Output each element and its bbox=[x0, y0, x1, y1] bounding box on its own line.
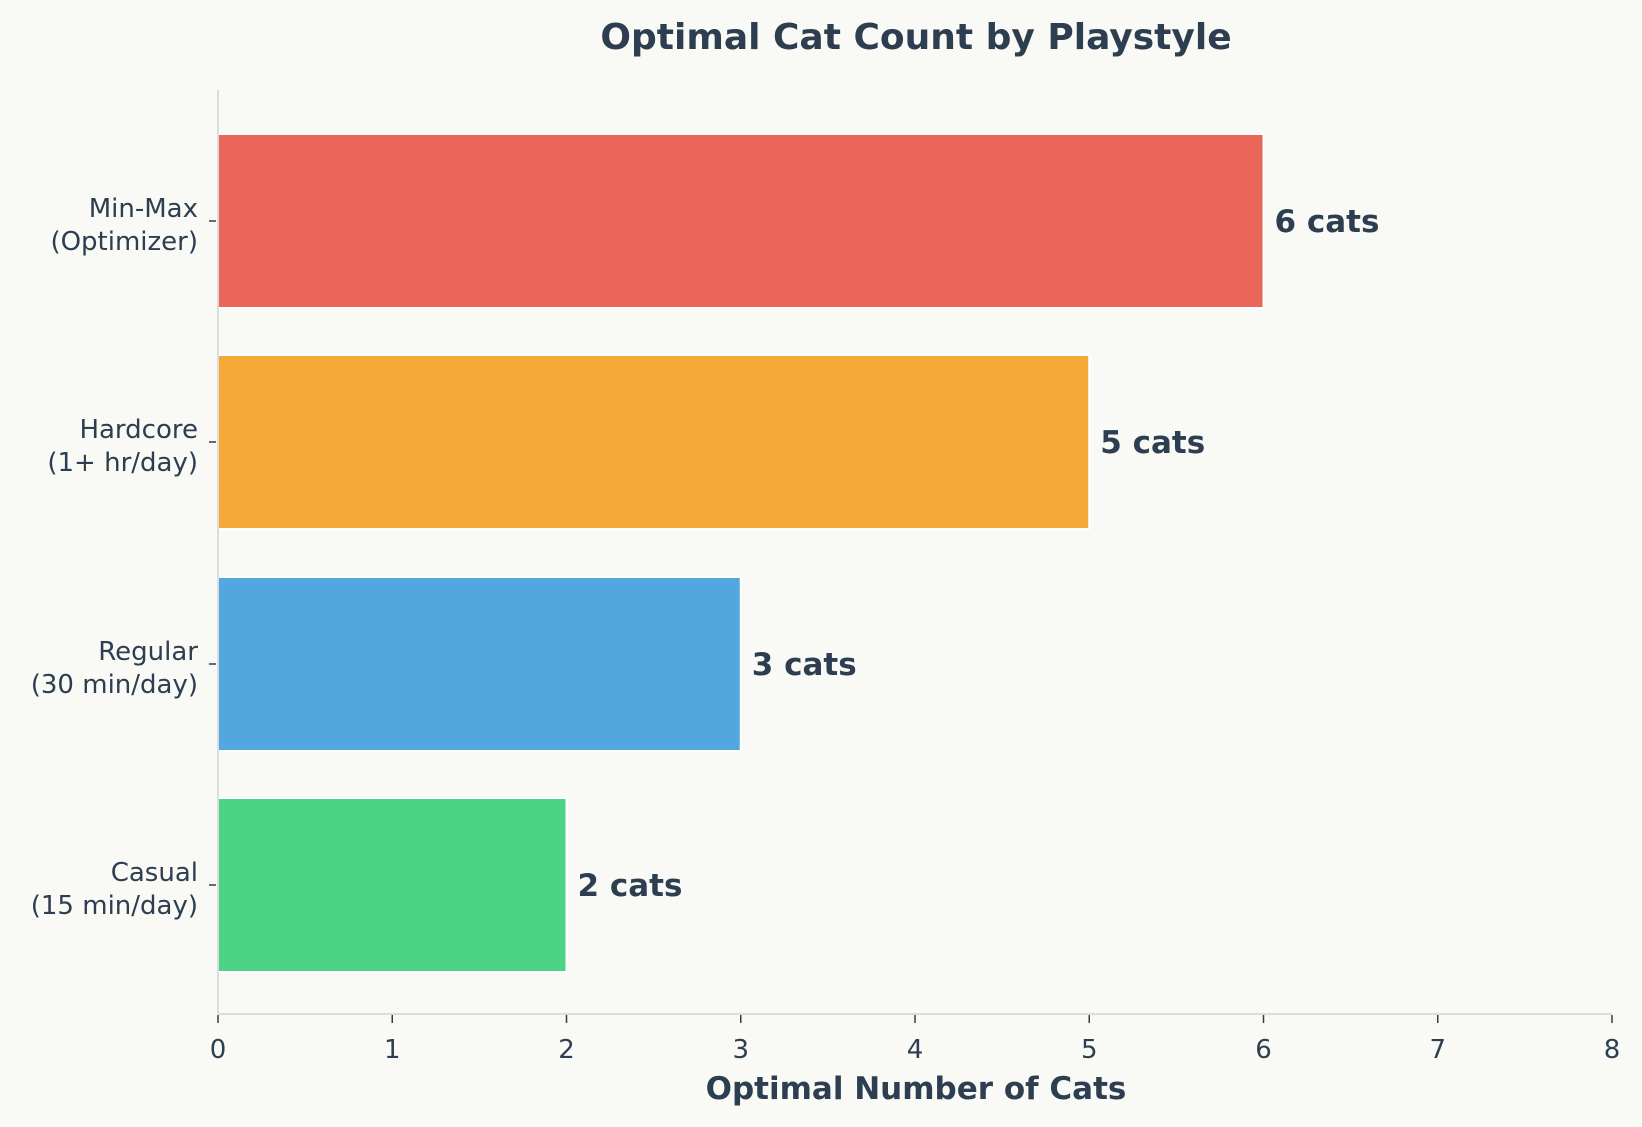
y-tick-label: Hardcore (1+ hr/day) bbox=[47, 415, 198, 478]
chart-title: Optimal Cat Count by Playstyle bbox=[600, 17, 1231, 58]
y-tick-label: Casual (15 min/day) bbox=[31, 858, 198, 921]
x-tick-label: 1 bbox=[384, 1035, 401, 1065]
bar-casual bbox=[217, 797, 568, 973]
x-tick-label: 5 bbox=[1081, 1035, 1098, 1065]
x-axis-ticks: 0 1 2 3 4 5 6 7 8 bbox=[210, 1015, 1621, 1065]
x-tick-label: 2 bbox=[558, 1035, 575, 1065]
x-tick-label: 6 bbox=[1255, 1035, 1272, 1065]
bar-value-label: 2 cats bbox=[578, 868, 683, 904]
bar-min-max bbox=[217, 133, 1265, 309]
x-tick-label: 0 bbox=[210, 1035, 227, 1065]
bar-value-label: 6 cats bbox=[1275, 204, 1380, 240]
x-tick-label: 7 bbox=[1429, 1035, 1446, 1065]
y-tick-label: Regular (30 min/day) bbox=[31, 637, 199, 700]
bar-hardcore bbox=[217, 354, 1091, 530]
bar-value-label: 3 cats bbox=[752, 647, 857, 683]
x-axis-label: Optimal Number of Cats bbox=[706, 1071, 1127, 1107]
bar-value-label: 5 cats bbox=[1100, 425, 1205, 461]
x-tick-label: 3 bbox=[732, 1035, 749, 1065]
bar-labels-group: 2 cats 3 cats 5 cats 6 cats bbox=[578, 204, 1380, 904]
y-tick-label: Min-Max (Optimizer) bbox=[50, 194, 198, 257]
bar-regular bbox=[217, 576, 742, 752]
x-tick-label: 8 bbox=[1604, 1035, 1621, 1065]
bars-group bbox=[217, 133, 1265, 973]
y-axis-ticks: Casual (15 min/day) Regular (30 min/day) Har… bbox=[31, 194, 216, 921]
x-tick-label: 4 bbox=[907, 1035, 924, 1065]
